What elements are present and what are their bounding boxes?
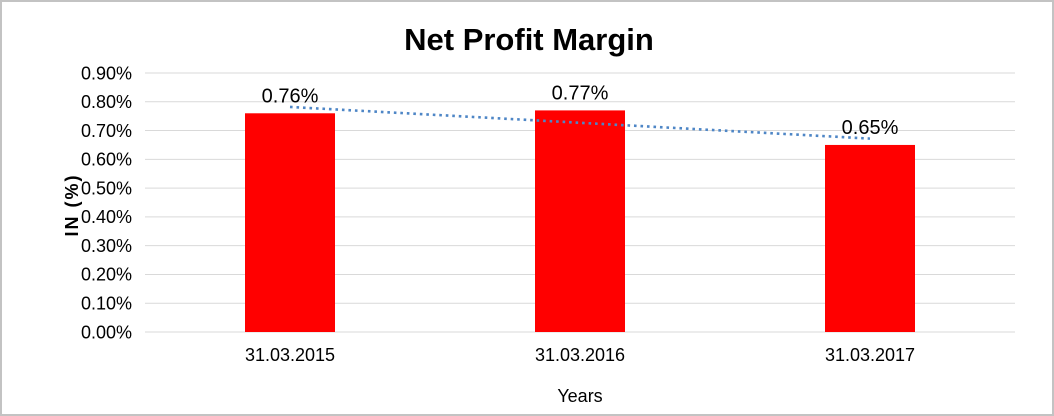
y-tick-label: 0.10% [81,294,132,314]
chart-title: Net Profit Margin [404,22,654,57]
y-tick-label: 0.60% [81,150,132,170]
bar-31.03.2017 [825,144,915,332]
y-tick-label: 0.70% [81,121,132,141]
y-tick-label: 0.50% [81,178,132,198]
bar-31.03.2016 [535,110,625,333]
y-tick-label: 0.30% [81,236,132,256]
x-category-label: 31.03.2016 [535,345,625,365]
bar-value-label: 0.65% [842,117,899,139]
y-tick-label: 0.00% [81,322,132,342]
bar-31.03.2015 [245,113,335,333]
y-tick-label: 0.20% [81,265,132,285]
x-category-label: 31.03.2015 [245,345,335,365]
bar-value-label: 0.76% [262,85,319,107]
y-tick-label: 0.80% [81,92,132,112]
y-tick-label: 0.40% [81,207,132,227]
x-axis-title: Years [557,386,603,406]
y-tick-label: 0.90% [81,63,132,83]
bar-value-label: 0.77% [552,82,609,104]
x-category-label: 31.03.2017 [825,345,915,365]
